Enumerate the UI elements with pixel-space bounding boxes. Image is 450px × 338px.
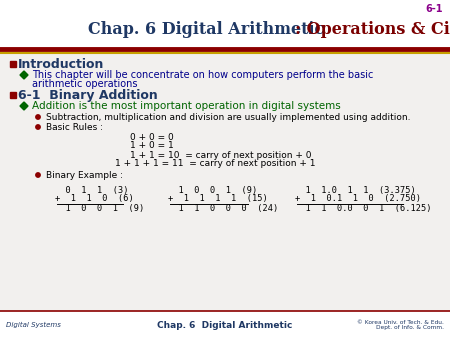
Text: © Korea Univ. of Tech. & Edu.
Dept. of Info. & Comm.: © Korea Univ. of Tech. & Edu. Dept. of I… (357, 320, 444, 331)
Text: +  1  0.1  1  0  (2.750): + 1 0.1 1 0 (2.750) (295, 194, 421, 203)
Text: 6-1  Binary Addition: 6-1 Binary Addition (18, 89, 158, 101)
Bar (0, 311, 450, 338)
Text: 1  1  0  0  0  (24): 1 1 0 0 0 (24) (168, 204, 278, 214)
Bar (0, 0, 450, 50)
Text: 1 + 1 + 1 = 11  = carry of next position + 1: 1 + 1 + 1 = 11 = carry of next position … (115, 160, 315, 169)
Text: Subtraction, multiplication and division are usually implemented using addition.: Subtraction, multiplication and division… (46, 113, 410, 121)
Text: Digital Systems: Digital Systems (6, 322, 61, 328)
Text: 6-1: 6-1 (426, 4, 443, 14)
Text: Introduction: Introduction (18, 57, 104, 71)
Text: 1 + 0 = 1: 1 + 0 = 1 (130, 142, 174, 150)
Text: 1 + 1 = 10  = carry of next position + 0: 1 + 1 = 10 = carry of next position + 0 (130, 150, 311, 160)
Polygon shape (20, 102, 28, 110)
Text: 0 + 0 = 0: 0 + 0 = 0 (130, 134, 174, 143)
Text: +  1  1  1  1  (15): + 1 1 1 1 (15) (168, 194, 268, 203)
Text: 1  0  0  1  (9): 1 0 0 1 (9) (168, 186, 257, 194)
Text: 0  1  1  (3): 0 1 1 (3) (55, 186, 129, 194)
Text: Addition is the most important operation in digital systems: Addition is the most important operation… (32, 101, 341, 111)
Text: This chapter will be concentrate on how computers perform the basic: This chapter will be concentrate on how … (32, 70, 374, 80)
Text: Chap. 6  Digital Arithmetic: Chap. 6 Digital Arithmetic (158, 320, 292, 330)
Text: Basic Rules :: Basic Rules : (46, 122, 103, 131)
Text: +  1  1  0  (6): + 1 1 0 (6) (55, 194, 134, 203)
Bar (10, 61, 15, 67)
Circle shape (36, 125, 40, 129)
Polygon shape (20, 71, 28, 79)
Circle shape (36, 173, 40, 177)
Circle shape (36, 115, 40, 119)
Text: arithmetic operations: arithmetic operations (32, 79, 138, 89)
Text: : Operations & Circuits: : Operations & Circuits (295, 21, 450, 38)
Text: Chap. 6 Digital Arithmetic: Chap. 6 Digital Arithmetic (88, 21, 324, 38)
Text: 1  0  0  1  (9): 1 0 0 1 (9) (55, 204, 144, 214)
Bar (10, 92, 15, 98)
Text: 1  1  0.0  0  1  (6.125): 1 1 0.0 0 1 (6.125) (295, 204, 432, 214)
Text: 1  1.0  1  1  (3.375): 1 1.0 1 1 (3.375) (295, 186, 416, 194)
Text: Binary Example :: Binary Example : (46, 170, 123, 179)
